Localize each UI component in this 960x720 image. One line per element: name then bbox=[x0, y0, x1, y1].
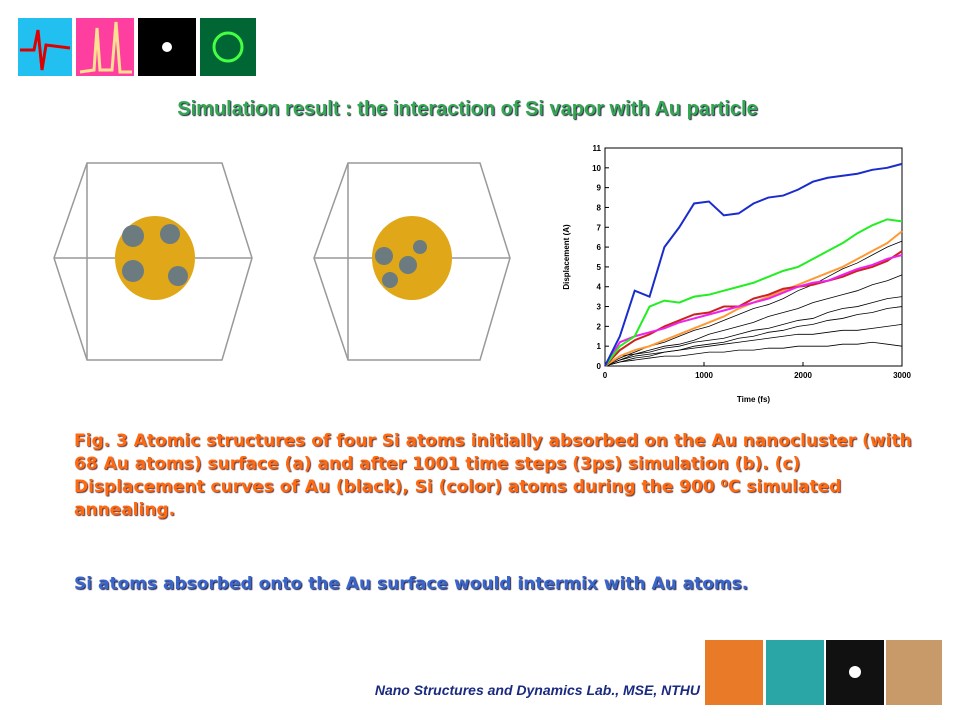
series-line bbox=[604, 254, 903, 367]
x-tick-label: 0 bbox=[603, 371, 608, 380]
x-tick-label: 3000 bbox=[893, 371, 911, 380]
plot-frame bbox=[604, 147, 903, 367]
thumb bbox=[886, 640, 942, 705]
conclusion: Si atoms absorbed onto the Au surface wo… bbox=[74, 574, 749, 594]
slide-title: Simulation result : the interaction of S… bbox=[177, 98, 758, 120]
series-line bbox=[604, 323, 903, 367]
y-tick-label: 6 bbox=[597, 243, 602, 252]
y-tick-label: 5 bbox=[597, 263, 602, 272]
y-tick-label: 9 bbox=[597, 184, 602, 193]
series-line bbox=[604, 306, 903, 367]
series-line bbox=[604, 341, 903, 367]
thumb bbox=[849, 666, 861, 678]
icon bbox=[20, 29, 71, 71]
caption: Fig. 3 Atomic structures of four Si atom… bbox=[74, 431, 912, 520]
y-tick-label: 8 bbox=[597, 203, 602, 212]
cluster bbox=[115, 216, 452, 300]
series-line bbox=[604, 296, 903, 367]
footer: Nano Structures and Dynamics Lab., MSE, … bbox=[374, 682, 700, 698]
series-line bbox=[604, 218, 903, 367]
y-tick-label: 2 bbox=[597, 322, 602, 331]
series-line bbox=[604, 162, 903, 367]
y-tick-label: 11 bbox=[593, 144, 602, 153]
icon bbox=[76, 18, 134, 76]
y-tick-label: 4 bbox=[597, 283, 602, 292]
x-tick-label: 1000 bbox=[695, 371, 713, 380]
icon bbox=[79, 21, 132, 74]
x-tick-label: 2000 bbox=[794, 371, 812, 380]
y-tick-label: 0 bbox=[597, 362, 602, 371]
series-line bbox=[604, 274, 903, 367]
icon bbox=[162, 42, 172, 52]
chart: 0 1 2 3 4 5 6 7 8 9 10 11 0 1000 2000 3000 Time (fs) Disp… bbox=[562, 144, 911, 404]
y-axis-label: Displacement (A) bbox=[562, 224, 571, 290]
y-tick-label: 7 bbox=[597, 223, 602, 232]
thumb bbox=[705, 640, 763, 705]
icon bbox=[200, 18, 256, 76]
icon bbox=[212, 31, 244, 63]
y-tick-label: 3 bbox=[597, 303, 602, 312]
x-axis-label: Time (fs) bbox=[737, 395, 771, 404]
thumb bbox=[766, 640, 824, 705]
y-tick-label: 1 bbox=[597, 342, 602, 351]
y-tick-label: 10 bbox=[592, 164, 601, 173]
